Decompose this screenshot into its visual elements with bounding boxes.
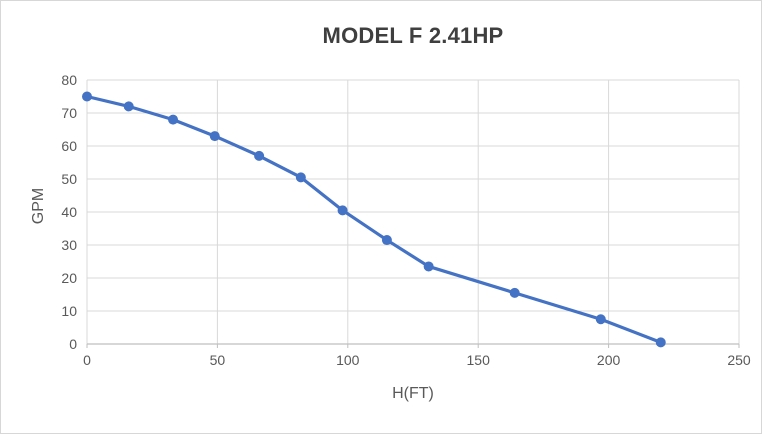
data-point-marker bbox=[509, 287, 520, 298]
data-point-marker bbox=[295, 172, 306, 183]
x-tick-label: 50 bbox=[210, 352, 226, 368]
series-line bbox=[85, 94, 663, 344]
x-axis-title: H(FT) bbox=[392, 385, 434, 402]
data-point-marker bbox=[82, 91, 92, 102]
x-tick-label: 100 bbox=[336, 352, 360, 368]
y-tick-label: 60 bbox=[61, 138, 77, 154]
x-tick-label: 200 bbox=[597, 352, 621, 368]
data-point-marker bbox=[209, 131, 220, 142]
chart-title: MODEL F 2.41HP bbox=[322, 23, 504, 48]
data-point-marker bbox=[595, 314, 606, 325]
data-point-marker bbox=[655, 337, 666, 348]
y-tick-label: 70 bbox=[61, 105, 77, 121]
x-tick-label: 150 bbox=[467, 352, 491, 368]
y-tick-label: 30 bbox=[61, 237, 77, 253]
data-point-marker bbox=[423, 261, 434, 272]
x-tick-label: 250 bbox=[727, 352, 751, 368]
data-point-marker bbox=[381, 235, 392, 246]
data-point-marker bbox=[168, 114, 179, 125]
y-tick-label: 50 bbox=[61, 171, 77, 187]
x-tick-label: 0 bbox=[83, 352, 91, 368]
data-point-marker bbox=[123, 101, 134, 112]
data-point-marker bbox=[337, 205, 348, 216]
y-tick-label: 20 bbox=[61, 270, 77, 286]
y-tick-label: 40 bbox=[61, 204, 77, 220]
y-tick-label: 80 bbox=[61, 72, 77, 88]
y-tick-label: 0 bbox=[69, 336, 77, 352]
y-tick-label: 10 bbox=[61, 303, 77, 319]
data-point-marker bbox=[254, 150, 265, 161]
